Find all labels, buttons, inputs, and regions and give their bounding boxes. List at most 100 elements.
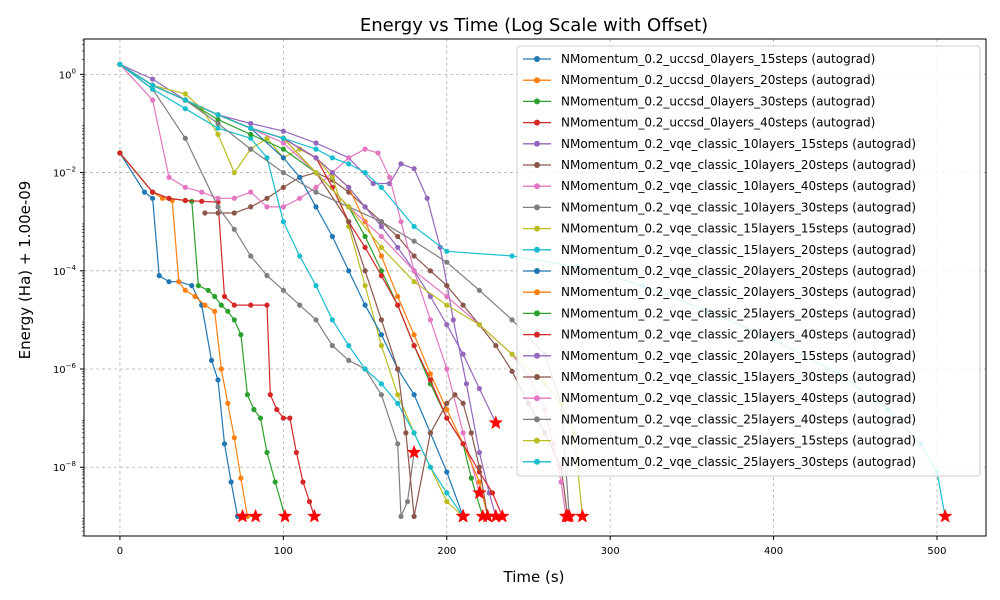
- data-point: [378, 184, 384, 190]
- data-point: [228, 479, 234, 485]
- x-tick-label: 500: [927, 546, 946, 557]
- data-point: [444, 400, 450, 406]
- data-point: [404, 499, 411, 505]
- series-12: [117, 61, 491, 520]
- data-point: [509, 351, 515, 357]
- data-point: [280, 184, 286, 190]
- data-point: [329, 155, 335, 161]
- legend-entry: NMomentum_0.2_vqe_classic_20layers_40ste…: [523, 328, 916, 342]
- data-point: [248, 120, 254, 127]
- legend-label: NMomentum_0.2_vqe_classic_15layers_20ste…: [561, 243, 916, 257]
- x-tick-label: 300: [601, 546, 620, 557]
- data-point: [166, 279, 172, 285]
- data-point: [225, 400, 231, 406]
- legend-swatch-marker: [534, 352, 540, 359]
- legend-swatch-marker: [534, 374, 540, 380]
- data-point: [329, 170, 335, 176]
- data-point: [264, 195, 270, 201]
- legend-entry: NMomentum_0.2_vqe_classic_15layers_30ste…: [523, 370, 916, 384]
- data-point: [346, 268, 352, 274]
- data-point: [150, 76, 156, 82]
- legend-label: NMomentum_0.2_vqe_classic_20layers_20ste…: [561, 264, 916, 278]
- data-point: [313, 146, 319, 152]
- data-point: [346, 219, 352, 225]
- legend-swatch-marker: [534, 183, 540, 190]
- data-point: [231, 226, 237, 232]
- legend-swatch-marker: [534, 416, 540, 423]
- data-point: [212, 308, 218, 314]
- series-1: [117, 150, 246, 520]
- data-point: [395, 302, 401, 308]
- data-point: [476, 287, 482, 293]
- data-point: [329, 233, 335, 240]
- data-point: [460, 302, 466, 308]
- data-point: [378, 343, 384, 349]
- data-point: [212, 293, 218, 300]
- data-point: [509, 253, 515, 259]
- legend-entry: NMomentum_0.2_uccsd_0layers_40steps (aut…: [523, 116, 875, 130]
- data-point: [411, 253, 417, 259]
- data-point: [444, 490, 450, 496]
- data-point: [362, 244, 368, 250]
- data-point: [444, 293, 450, 300]
- data-point: [199, 198, 205, 204]
- data-point: [248, 131, 254, 137]
- data-point: [248, 253, 254, 259]
- data-point: [378, 268, 384, 274]
- end-star-marker: [488, 415, 504, 430]
- legend-swatch-marker: [534, 289, 540, 296]
- series-2: [117, 150, 259, 520]
- legend-entry: NMomentum_0.2_uccsd_0layers_15steps (aut…: [523, 52, 875, 66]
- data-point: [248, 125, 254, 131]
- x-tick-label: 100: [274, 546, 293, 557]
- data-point: [411, 166, 417, 172]
- y-tick-label: 100: [59, 67, 76, 81]
- legend-label: NMomentum_0.2_uccsd_0layers_40steps (aut…: [561, 116, 875, 130]
- data-point: [248, 204, 254, 210]
- legend-swatch-marker: [534, 204, 540, 211]
- legend-label: NMomentum_0.2_vqe_classic_20layers_15ste…: [561, 349, 916, 363]
- series-lines: [117, 61, 948, 520]
- data-point: [378, 317, 384, 323]
- data-point: [264, 135, 270, 141]
- data-point: [411, 238, 417, 244]
- legend-label: NMomentum_0.2_vqe_classic_20layers_40ste…: [561, 328, 916, 342]
- data-point: [427, 371, 433, 377]
- y-tick-label: 10−4: [53, 264, 77, 278]
- data-point: [264, 273, 270, 279]
- data-point: [395, 392, 401, 398]
- data-point: [195, 283, 201, 289]
- legend-label: NMomentum_0.2_vqe_classic_25layers_20ste…: [561, 306, 916, 320]
- legend-label: NMomentum_0.2_vqe_classic_15layers_15ste…: [561, 222, 916, 236]
- legend-entry: NMomentum_0.2_vqe_classic_15layers_15ste…: [523, 222, 916, 236]
- y-tick-label: 10−8: [53, 460, 76, 474]
- data-point: [238, 332, 244, 338]
- data-point: [280, 204, 286, 210]
- series-3: [117, 150, 288, 520]
- data-point: [411, 223, 417, 230]
- x-axis-title: Time (s): [503, 568, 565, 586]
- data-point: [346, 357, 352, 363]
- legend-label: NMomentum_0.2_vqe_classic_10layers_40ste…: [561, 179, 916, 193]
- data-point: [264, 302, 270, 308]
- legend-label: NMomentum_0.2_vqe_classic_15layers_40ste…: [561, 391, 916, 405]
- data-point: [398, 513, 404, 520]
- data-point: [182, 106, 188, 112]
- data-point: [280, 155, 286, 161]
- series-line: [119, 152, 243, 517]
- data-point: [329, 174, 335, 180]
- data-point: [411, 513, 417, 520]
- data-point: [427, 377, 433, 383]
- end-star-marker: [277, 508, 293, 523]
- data-point: [264, 204, 270, 210]
- end-star-marker: [495, 508, 510, 523]
- data-point: [208, 357, 215, 363]
- legend-label: NMomentum_0.2_vqe_classic_20layers_30ste…: [561, 285, 916, 299]
- legend-entry: NMomentum_0.2_vqe_classic_25layers_20ste…: [523, 306, 916, 320]
- end-star-marker: [562, 508, 577, 523]
- y-tick-label: 10−6: [53, 362, 77, 376]
- legend-swatch-marker: [534, 119, 540, 126]
- data-point: [280, 287, 286, 293]
- legend-swatch-marker: [534, 331, 540, 338]
- data-point: [463, 381, 469, 387]
